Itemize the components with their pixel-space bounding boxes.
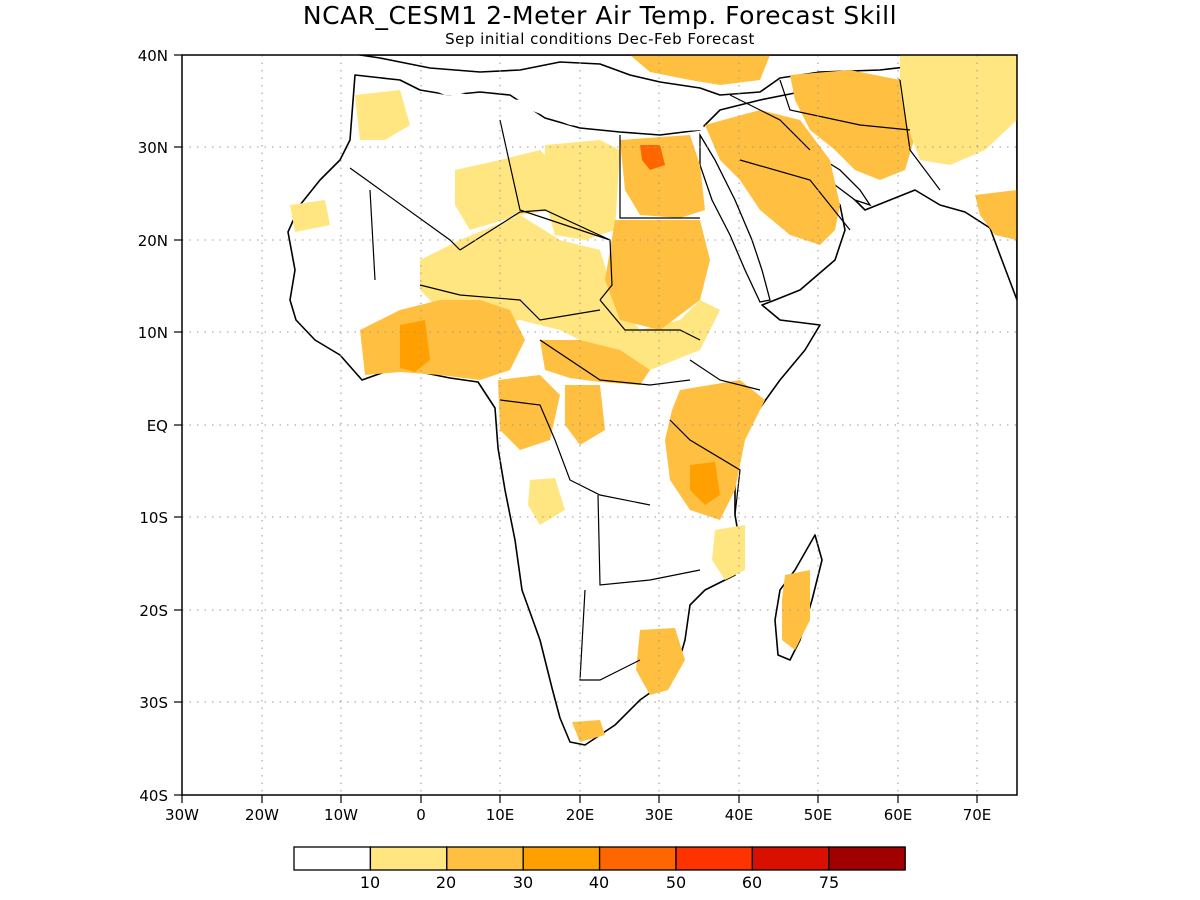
skill-region-sudan <box>605 220 710 330</box>
x-axis-labels: 30W 20W 10W 0 10E 20E 30E 40E 50E 60E 70… <box>165 806 991 824</box>
colorbar-label: 20 <box>436 873 456 892</box>
y-tick-label: 10S <box>139 509 168 527</box>
page-title: NCAR_CESM1 2-Meter Air Temp. Forecast Sk… <box>303 1 897 30</box>
y-axis-labels: 40N 30N 20N 10N EQ 10S 20S 30S 40S <box>138 47 168 805</box>
colorbar-swatch <box>828 846 906 871</box>
y-tick-label: 30N <box>138 139 168 157</box>
x-tick-label: 30E <box>645 806 674 824</box>
x-tick-label: 70E <box>963 806 992 824</box>
skill-region-arabia <box>705 110 840 245</box>
colorbar: 10 20 30 40 50 60 75 <box>293 846 906 892</box>
skill-region-india <box>975 190 1017 240</box>
skill-region-central-africa <box>540 340 650 385</box>
skill-region-sahara-central <box>545 140 620 240</box>
skill-region-libya-egypt <box>620 135 705 218</box>
x-tick-label: 20W <box>245 806 279 824</box>
skill-region-congo <box>498 375 560 450</box>
skill-region-congo-east <box>565 385 605 445</box>
y-tick-label: 10N <box>138 324 168 342</box>
colorbar-label: 10 <box>360 873 380 892</box>
x-tick-label: 20E <box>566 806 595 824</box>
red-sea <box>699 132 771 303</box>
map-plot-area <box>182 55 1017 795</box>
colorbar-swatch <box>522 846 601 871</box>
skill-region-cape <box>572 720 605 742</box>
colorbar-swatch <box>751 846 830 871</box>
skill-region-sahel <box>420 215 720 370</box>
x-tick-label: 10W <box>324 806 358 824</box>
x-tick-label: 50E <box>804 806 833 824</box>
skill-region-tanzania-hotspot <box>690 462 720 505</box>
skill-region-turkey <box>630 55 770 85</box>
skill-region-egypt-hotspot <box>640 145 665 170</box>
skill-region-madagascar <box>782 570 810 650</box>
skill-region-ghana <box>400 320 430 372</box>
skill-region-central-asia <box>900 55 1017 165</box>
colorbar-label: 40 <box>589 873 609 892</box>
skill-region-northwest-africa <box>355 90 410 140</box>
x-tick-label: 0 <box>416 806 426 824</box>
country-borders <box>349 79 941 681</box>
skill-region-southern-africa <box>636 628 685 695</box>
colorbar-swatch <box>369 846 448 871</box>
axis-tick-marks <box>174 54 978 803</box>
colorbar-swatch <box>446 846 524 871</box>
colorbar-label: 75 <box>819 873 839 892</box>
skill-region-angola <box>528 478 565 525</box>
skill-region-sahara-west <box>455 150 560 230</box>
y-tick-label: 20N <box>138 232 168 250</box>
colorbar-label: 50 <box>666 873 686 892</box>
colorbar-swatch <box>675 846 754 871</box>
x-tick-label: 40E <box>725 806 754 824</box>
y-tick-label: 20S <box>139 602 168 620</box>
page-subtitle: Sep initial conditions Dec-Feb Forecast <box>445 30 755 48</box>
y-tick-label: 30S <box>139 694 168 712</box>
x-tick-label: 30W <box>165 806 199 824</box>
skill-shading <box>290 55 1017 742</box>
x-tick-label: 60E <box>884 806 913 824</box>
x-tick-label: 10E <box>486 806 515 824</box>
y-tick-label: 40S <box>139 787 168 805</box>
y-tick-label: EQ <box>147 417 168 435</box>
colorbar-swatch <box>293 846 372 871</box>
colorbar-label: 30 <box>513 873 533 892</box>
colorbar-label: 60 <box>742 873 762 892</box>
skill-region-mozambique <box>712 525 745 580</box>
skill-region-iran <box>790 70 920 180</box>
colorbar-swatch <box>598 846 677 871</box>
mediterranean-sea <box>420 85 705 132</box>
skill-region-western-sahara <box>290 200 330 232</box>
y-tick-label: 40N <box>138 47 168 65</box>
